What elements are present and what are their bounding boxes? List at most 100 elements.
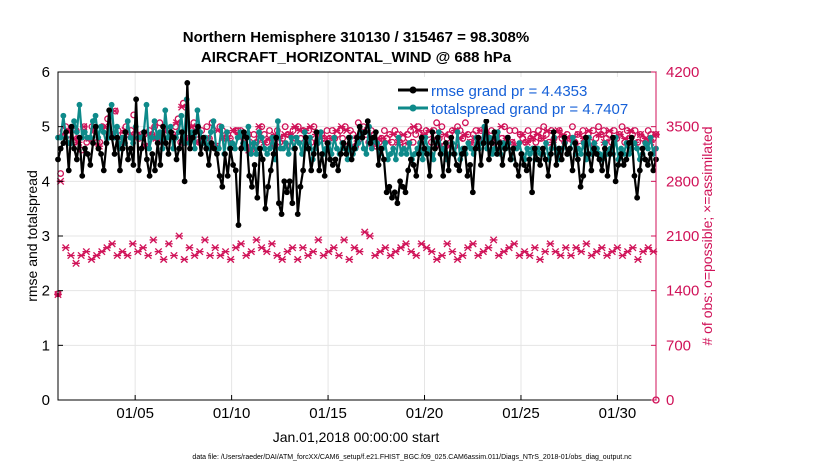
series-point-rmse [645, 162, 651, 168]
series-point-spread [331, 134, 338, 141]
series-point-rmse [529, 189, 535, 196]
series-point-rmse [270, 151, 277, 157]
series-point-rmse [329, 162, 336, 168]
series-point-rmse [445, 167, 452, 174]
series-point-rmse [240, 129, 247, 136]
y-tick-label: 2 [42, 283, 50, 300]
obs-assimilated-marker [371, 251, 379, 260]
series-point-rmse [235, 222, 242, 228]
y2-tick-label: 3500 [666, 119, 699, 136]
series-point-rmse [73, 156, 80, 163]
series-point-rmse [405, 167, 412, 174]
series-point-rmse [574, 156, 581, 163]
series-point-spread [167, 123, 174, 130]
series-point-rmse [122, 129, 129, 136]
series-point-rmse [232, 167, 239, 174]
obs-possible-marker [438, 123, 446, 131]
legend-marker-rmse [409, 86, 417, 94]
obs-possible-marker [380, 127, 388, 135]
series-point-spread [76, 101, 83, 108]
obs-assimilated-marker [628, 244, 637, 252]
series-point-rmse [184, 80, 191, 86]
series-point-rmse [545, 172, 552, 179]
legend-label-rmse: rmse grand pr = 4.4353 [431, 83, 587, 100]
series-point-rmse [76, 134, 83, 141]
series-point-rmse [604, 172, 611, 179]
series-point-rmse [265, 183, 272, 190]
series-point-spread [264, 151, 271, 157]
obs-assimilated-marker [128, 240, 137, 248]
series-point-rmse [620, 162, 627, 168]
series-point-spread [248, 151, 254, 157]
series-point-rmse [397, 178, 403, 185]
series-point-rmse [626, 140, 632, 146]
series-point-rmse [607, 151, 614, 157]
series-point-spread [253, 151, 260, 157]
series-point-spread [258, 134, 265, 141]
series-point-spread [524, 145, 531, 152]
obs-assimilated-marker [82, 247, 91, 256]
obs-assimilated-marker [391, 247, 400, 256]
series-point-rmse [639, 145, 646, 152]
series-point-rmse [631, 172, 638, 179]
series-point-rmse [464, 172, 471, 179]
data-file-footer: data file: /Users/raeder/DAI/ATM_forcXX/… [192, 454, 632, 461]
series-point-rmse [467, 162, 474, 168]
series-point-spread [602, 140, 608, 146]
series-point-rmse [402, 189, 409, 196]
obs-assimilated-marker [366, 232, 374, 240]
obs-assimilated-marker [484, 244, 493, 252]
series-point-spread [89, 118, 96, 125]
series-point-spread [148, 134, 155, 141]
obs-assimilated-marker [262, 247, 271, 256]
obs-assimilated-marker [283, 247, 292, 256]
obs-assimilated-marker [332, 126, 341, 135]
series-point-rmse [354, 134, 360, 141]
series-point-spread [288, 134, 295, 141]
series-point-rmse [68, 123, 75, 130]
series-point-rmse [208, 140, 215, 146]
obs-assimilated-marker [608, 247, 617, 256]
obs-assimilated-marker [340, 236, 348, 244]
series-point-rmse [558, 156, 565, 163]
series-point-rmse [556, 145, 562, 152]
series-point-spread [234, 134, 241, 141]
series-point-rmse [205, 162, 212, 168]
series-point-rmse [510, 145, 517, 152]
obs-possible-marker [57, 170, 65, 177]
series-point-spread [301, 129, 308, 136]
x-tick-label: 01/25 [502, 405, 540, 422]
series-point-rmse [453, 162, 460, 168]
series-point-rmse [319, 151, 325, 157]
series-point-rmse [60, 140, 67, 146]
series-point-rmse [539, 145, 546, 152]
series-point-rmse [591, 145, 597, 152]
series-point-rmse [327, 156, 333, 163]
obs-assimilated-marker [175, 232, 183, 240]
series-point-rmse [615, 162, 622, 168]
obs-assimilated-marker [103, 244, 111, 252]
series-point-spread [218, 123, 225, 130]
series-point-rmse [187, 145, 193, 152]
series-point-rmse [130, 162, 137, 168]
series-point-spread [406, 140, 413, 146]
series-point-rmse [496, 140, 503, 146]
series-point-rmse [434, 134, 441, 141]
series-point-rmse [564, 151, 571, 157]
series-point-rmse [432, 145, 439, 152]
series-point-rmse [300, 167, 307, 174]
series-point-rmse [486, 156, 492, 163]
obs-assimilated-marker [164, 240, 173, 248]
obs-assimilated-marker [463, 244, 472, 252]
obs-possible-marker [595, 123, 603, 131]
obs-assimilated-marker [551, 247, 560, 256]
series-point-rmse [289, 200, 296, 207]
series-point-spread [194, 107, 201, 114]
obs-assimilated-marker [595, 130, 604, 139]
series-point-rmse [351, 145, 358, 152]
x-tick-label: 01/05 [116, 405, 154, 422]
series-point-rmse [399, 183, 406, 190]
series-point-rmse [426, 172, 433, 179]
series-point-rmse [593, 151, 600, 157]
series-point-rmse [292, 145, 298, 152]
